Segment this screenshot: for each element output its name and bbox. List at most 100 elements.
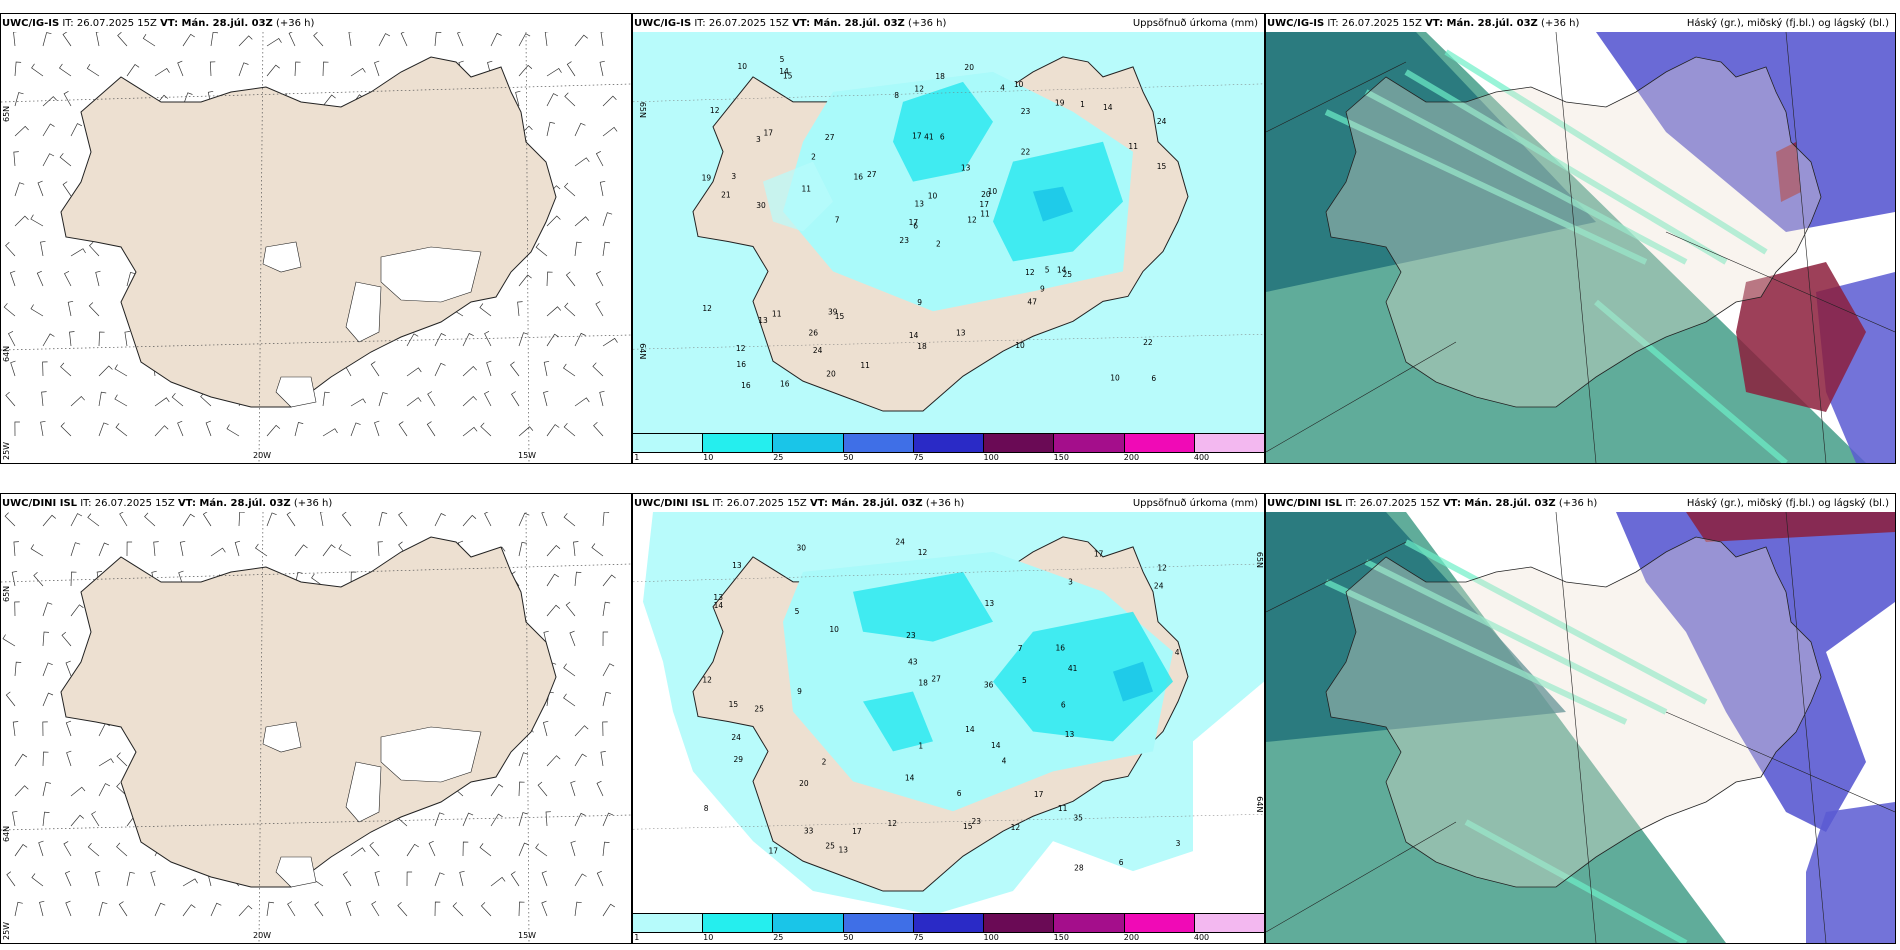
wind-barb xyxy=(182,33,195,47)
iceland-outline xyxy=(1325,536,1822,888)
precip-value: 3 xyxy=(1176,839,1181,848)
wind-barb xyxy=(95,32,100,47)
precip-value: 15 xyxy=(729,700,739,709)
wind-barb xyxy=(42,153,55,167)
wind-barb xyxy=(518,512,530,527)
wind-barb xyxy=(89,242,100,257)
precip-map: 65N 64N 12 12 16 12 13 6 25 13 23 17 27 13 24 14 5 20 23… xyxy=(633,512,1264,915)
colorbar-tick-label: 100 xyxy=(983,453,999,462)
wind-barb xyxy=(595,301,604,317)
wind-barb xyxy=(65,900,72,917)
wind-barb xyxy=(98,723,110,737)
iceland-land xyxy=(60,536,557,888)
precip-value: 23 xyxy=(899,236,909,245)
wind-barb xyxy=(595,150,604,167)
wind-barb xyxy=(182,513,195,527)
wind-barb xyxy=(62,32,72,47)
wind-barb xyxy=(6,871,16,887)
wind-barb xyxy=(546,333,559,347)
precip-value: 9 xyxy=(1040,285,1045,294)
colorbar-tick-label: 25 xyxy=(773,453,784,462)
precip-value: 19 xyxy=(1055,98,1065,107)
wind-barb xyxy=(350,422,361,437)
precip-value: 13 xyxy=(961,164,971,173)
wind-barb xyxy=(345,900,352,917)
precip-value: 18 xyxy=(917,342,927,351)
wind-barb xyxy=(322,61,329,77)
precip-values: 1212161213625132317271324145202315141417… xyxy=(702,538,1180,873)
precip-value: 17 xyxy=(852,827,862,836)
wind-barb xyxy=(154,902,166,917)
wind-barb xyxy=(126,64,140,77)
wind-barb xyxy=(314,901,324,917)
wind-barb xyxy=(14,901,23,917)
wind-barb xyxy=(14,125,29,137)
wind-barb xyxy=(70,571,77,587)
wind-barb xyxy=(397,901,408,917)
wind-barb xyxy=(66,750,72,767)
precip-value: 13 xyxy=(839,846,849,855)
wind-barb xyxy=(341,512,352,527)
wind-barb xyxy=(115,423,128,437)
wind-barb xyxy=(602,631,609,647)
lon-label: 15W xyxy=(518,451,536,460)
wind-barb xyxy=(535,843,548,857)
wind-barb xyxy=(210,32,219,47)
wind-barb xyxy=(602,903,615,917)
wind-barb xyxy=(14,215,29,227)
precip-value: 18 xyxy=(918,678,928,687)
wind-barb xyxy=(98,542,110,557)
precip-value: 20 xyxy=(981,190,991,199)
wind-barb xyxy=(546,573,559,587)
precip-value: 12 xyxy=(710,106,720,115)
wind-barb xyxy=(154,397,170,407)
wind-barb xyxy=(370,361,380,377)
wind-barb xyxy=(490,813,503,827)
wind-barb xyxy=(238,905,253,917)
lon-label: 20W xyxy=(253,931,271,940)
wind-barb xyxy=(42,692,54,707)
colorbar-tick-label: 50 xyxy=(843,933,854,942)
glacier xyxy=(345,281,382,343)
precip-value: 23 xyxy=(972,817,982,826)
model-name: UWC/DINI ISL xyxy=(2,498,78,509)
wind-barb xyxy=(428,840,436,857)
wind-barb xyxy=(406,367,422,377)
wind-barb xyxy=(484,512,492,527)
high-cloud-streaks xyxy=(1324,49,1788,463)
colorbar-tick-label: 100 xyxy=(983,933,999,942)
wind-barb xyxy=(63,90,72,107)
wind-barb xyxy=(70,513,83,527)
wind-barb xyxy=(462,812,474,827)
wind-barb xyxy=(546,306,562,317)
colorbar-tick-label: 200 xyxy=(1123,453,1140,462)
init-time: IT: 26.07.2025 15Z xyxy=(712,498,807,509)
wind-barb xyxy=(574,901,582,917)
colorbar-tick-label: 400 xyxy=(1193,453,1210,462)
precip-value: 7 xyxy=(835,216,840,225)
wind-barb xyxy=(595,270,604,287)
precip-value: 17 xyxy=(764,129,774,138)
precip-map: 65N 64N 2 3 6 12 20 15 10 6 23 12 15 6 30 24 23 22 16 17 1… xyxy=(633,32,1264,435)
wind-barb xyxy=(563,363,576,377)
precip-value: 14 xyxy=(714,601,724,610)
precip-value: 11 xyxy=(1058,804,1068,813)
wind-barb xyxy=(378,33,391,47)
wind-barb xyxy=(36,270,44,287)
wind-barb xyxy=(543,360,550,377)
wind-barb xyxy=(374,60,380,77)
wind-barb xyxy=(602,241,611,257)
wind-barb xyxy=(98,901,108,917)
wind-barb xyxy=(564,302,576,317)
precip-heavy xyxy=(863,691,933,752)
wind-barb xyxy=(313,32,324,47)
cloud-panel-row2: UWC/DINI ISL IT: 26.07.2025 15Z VT: Mán.… xyxy=(1265,493,1896,944)
wind-barb xyxy=(70,542,81,557)
precip-value: 25 xyxy=(754,704,764,713)
wind-barb xyxy=(371,901,380,917)
wind-barb xyxy=(86,64,100,77)
wind-barb xyxy=(286,512,296,527)
wind-barb xyxy=(70,814,85,827)
precip-value: 16 xyxy=(736,360,746,369)
precip-value: 39 xyxy=(828,307,838,316)
